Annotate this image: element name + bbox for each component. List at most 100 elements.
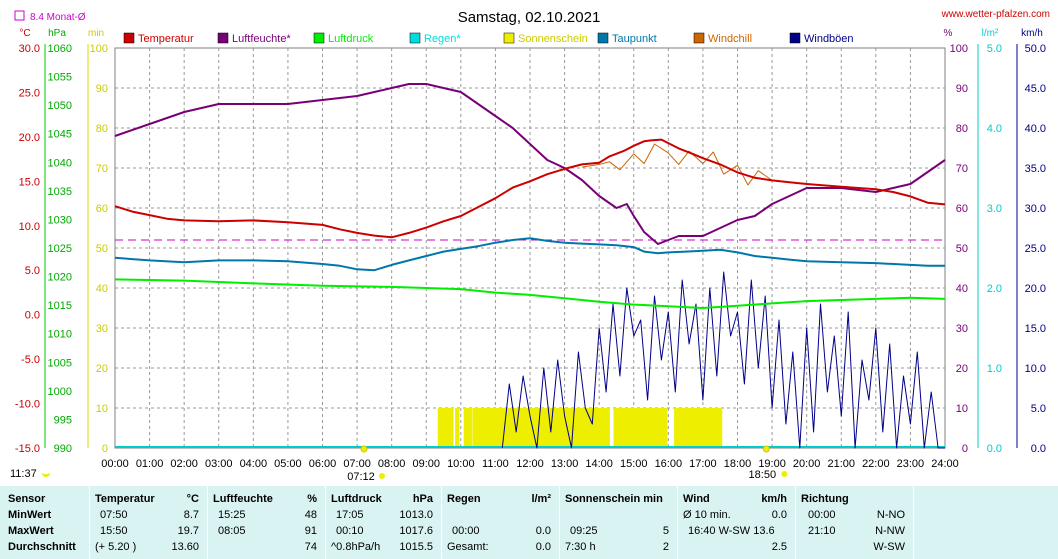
sunshine-bar xyxy=(607,408,610,448)
x-tick-label: 17:00 xyxy=(689,458,717,470)
x-tick-label: 11:00 xyxy=(482,458,509,470)
website-label: www.wetter-pfalzen.com xyxy=(941,9,1050,20)
cell-value: 91 xyxy=(304,525,317,537)
series-line-windchill xyxy=(581,143,773,186)
column-unit: °C xyxy=(186,493,199,505)
sunshine-bar xyxy=(584,408,588,448)
sunshine-bar xyxy=(661,408,664,448)
sunshine-bar xyxy=(535,408,538,448)
pressure-tick-label: 1060 xyxy=(48,43,72,55)
sunshine-bar xyxy=(706,408,709,448)
pressure-tick-label: 1055 xyxy=(48,72,72,84)
sunshine-bar xyxy=(552,408,555,448)
temp-tick-label: 0.0 xyxy=(25,310,40,322)
cell-time: 09:25 xyxy=(570,525,598,537)
sunshine-bar xyxy=(456,408,460,448)
sunrise-icon xyxy=(360,445,368,453)
rain-tick-label: 0.0 xyxy=(987,443,1002,455)
x-tick-label: 07:00 xyxy=(343,458,371,470)
legend-label: Luftdruck xyxy=(328,33,374,45)
sunset-icon xyxy=(762,445,770,453)
sunshine-bar xyxy=(561,408,565,448)
sunshine-bar xyxy=(506,408,510,448)
cell-value: 48 xyxy=(304,509,317,521)
sunshine-bar xyxy=(481,408,485,448)
temp-tick-label: 20.0 xyxy=(19,132,40,144)
pressure-tick-label: 1005 xyxy=(48,357,72,369)
cell-value: 74 xyxy=(304,541,317,553)
legend-label: Windböen xyxy=(804,33,854,45)
sunshine-bar xyxy=(557,408,561,448)
percent-tick-label: 60 xyxy=(956,203,968,215)
x-tick-label: 09:00 xyxy=(412,458,440,470)
sunshine-bar xyxy=(617,408,620,448)
sunshine-bar xyxy=(674,408,677,448)
sunshine-bar xyxy=(636,408,639,448)
statistics-table: Sensor MinWert MaxWert Durchschnitt Temp… xyxy=(0,486,1058,559)
cell-label: Ø 10 min. xyxy=(683,509,731,521)
sunshine-bar xyxy=(576,408,580,448)
cell-time: 00:10 xyxy=(336,525,364,537)
series-line-windb-en xyxy=(501,271,945,449)
sunshine-bar xyxy=(715,408,719,448)
x-tick-label: 19:00 xyxy=(758,458,786,470)
pressure-tick-label: 1040 xyxy=(48,157,72,169)
sunshine-bar xyxy=(603,408,607,448)
moon-time-label: 11:37 xyxy=(10,468,37,480)
sunshine-bar xyxy=(525,408,529,448)
x-tick-label: 01:00 xyxy=(136,458,164,470)
cell-time: 08:05 xyxy=(218,525,246,537)
cell-value: 19.7 xyxy=(177,525,199,537)
x-tick-label: 24:00 xyxy=(931,458,959,470)
sunshine-bar xyxy=(478,408,481,448)
minutes-tick-label: 50 xyxy=(96,243,108,255)
pressure-tick-label: 1020 xyxy=(48,272,72,284)
sunshine-bar xyxy=(483,408,487,448)
wind-tick-label: 20.0 xyxy=(1025,283,1046,295)
cell-value: 0.0 xyxy=(771,509,787,521)
percent-tick-label: 100 xyxy=(950,43,968,55)
legend-swatch xyxy=(409,32,421,44)
table-column-direction: Richtung 00:00 N-NO 21:10 N-NW W-SW xyxy=(796,486,914,559)
cell-total: 7:30 h xyxy=(565,541,596,553)
percent-tick-label: 10 xyxy=(956,403,968,415)
series-line-luftfeuchte xyxy=(114,83,946,245)
sunshine-bar xyxy=(527,408,531,448)
legend-swatch xyxy=(789,32,801,44)
sunshine-bar xyxy=(681,408,685,448)
sun-icon xyxy=(379,473,385,479)
percent-tick-label: 40 xyxy=(956,283,968,295)
sunshine-bar xyxy=(474,408,477,448)
x-tick-label: 13:00 xyxy=(551,458,579,470)
pressure-tick-label: 1045 xyxy=(48,129,72,141)
pressure-tick-label: 1035 xyxy=(48,186,72,198)
legend-label: Temperatur xyxy=(138,33,194,45)
sunshine-bar xyxy=(597,408,601,448)
pressure-tick-label: 1000 xyxy=(48,386,72,398)
cell-value: 5 xyxy=(662,525,669,537)
sunshine-bar xyxy=(556,408,559,448)
cell-time: 07:50 xyxy=(100,509,128,521)
sunshine-bar xyxy=(619,408,622,448)
sunshine-bar xyxy=(569,408,572,448)
sunshine-bar xyxy=(689,408,692,448)
wind-tick-label: 30.0 xyxy=(1025,203,1046,215)
cell-value: W-SW xyxy=(873,541,905,553)
sunshine-bar xyxy=(578,408,582,448)
column-title: Luftfeuchte xyxy=(213,493,273,505)
sunshine-bar xyxy=(498,408,502,448)
sunshine-bar xyxy=(487,408,491,448)
cell-value: 2.5 xyxy=(771,541,787,553)
sunshine-bar xyxy=(714,408,717,448)
monthly-average-label: 8.4 Monat-Ø xyxy=(30,12,86,23)
sunshine-bar xyxy=(675,408,679,448)
wind-tick-label: 0.0 xyxy=(1031,443,1046,455)
x-tick-label: 21:00 xyxy=(827,458,855,470)
minutes-tick-label: 0 xyxy=(102,443,108,455)
rain-tick-label: 3.0 xyxy=(987,203,1002,215)
cell-value: 13.60 xyxy=(171,541,199,553)
sunshine-bar xyxy=(645,408,649,448)
column-title: Regen xyxy=(447,493,481,505)
cell-value: 0.0 xyxy=(535,541,551,553)
sunshine-bar xyxy=(445,408,448,448)
